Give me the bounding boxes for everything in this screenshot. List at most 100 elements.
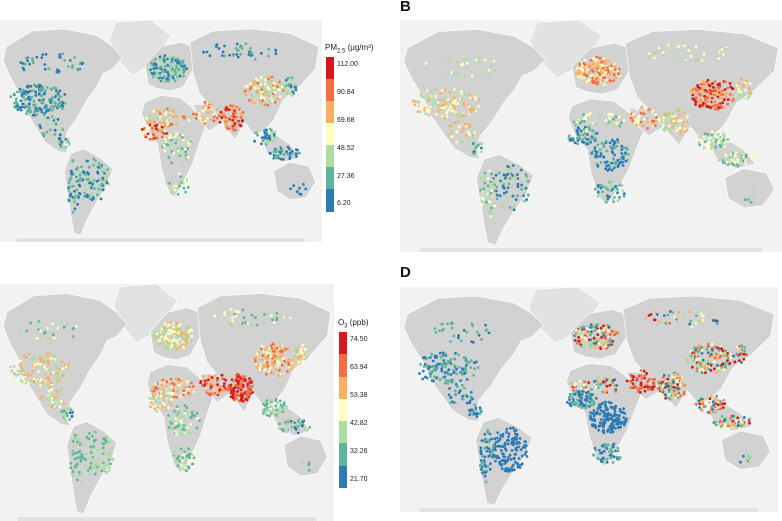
station-point bbox=[738, 356, 741, 359]
station-point bbox=[722, 157, 726, 161]
station-point bbox=[247, 392, 251, 395]
station-point bbox=[590, 330, 593, 334]
station-point bbox=[30, 95, 34, 99]
station-point bbox=[686, 360, 690, 364]
station-point bbox=[61, 52, 64, 56]
station-point bbox=[65, 323, 69, 326]
station-point bbox=[489, 195, 492, 199]
station-point bbox=[298, 192, 302, 196]
station-point bbox=[209, 387, 212, 391]
station-point bbox=[600, 64, 604, 67]
station-point bbox=[714, 352, 718, 356]
station-point bbox=[743, 159, 747, 163]
station-point bbox=[187, 466, 191, 470]
station-point bbox=[103, 176, 107, 180]
station-point bbox=[186, 411, 190, 415]
station-point bbox=[182, 186, 186, 190]
station-point bbox=[598, 383, 602, 387]
station-point bbox=[713, 107, 717, 111]
station-point bbox=[516, 164, 520, 168]
station-point bbox=[156, 116, 160, 119]
station-point bbox=[52, 336, 56, 340]
station-point bbox=[697, 343, 701, 347]
station-point bbox=[253, 139, 256, 143]
station-point bbox=[594, 396, 598, 400]
station-point bbox=[162, 395, 166, 399]
station-point bbox=[71, 474, 75, 478]
station-point bbox=[567, 134, 571, 138]
station-point bbox=[511, 164, 515, 167]
station-point bbox=[583, 398, 587, 402]
station-point bbox=[179, 414, 183, 418]
station-point bbox=[259, 100, 263, 104]
station-point bbox=[157, 109, 161, 113]
station-point bbox=[232, 105, 236, 108]
station-point bbox=[721, 161, 725, 164]
landmass-antarctic bbox=[418, 507, 760, 512]
station-point bbox=[714, 86, 718, 90]
station-point bbox=[209, 383, 213, 387]
station-point bbox=[580, 396, 583, 400]
station-point bbox=[41, 93, 44, 97]
station-point bbox=[597, 342, 601, 345]
station-point bbox=[585, 326, 589, 330]
station-point bbox=[506, 172, 510, 176]
station-point bbox=[484, 480, 488, 484]
station-point bbox=[672, 389, 676, 393]
station-point bbox=[260, 345, 264, 348]
station-point bbox=[584, 385, 587, 389]
station-point bbox=[51, 333, 55, 337]
station-point bbox=[101, 466, 105, 470]
station-point bbox=[475, 330, 479, 334]
station-point bbox=[512, 208, 516, 212]
station-point bbox=[267, 77, 270, 81]
station-point bbox=[587, 381, 590, 385]
station-point bbox=[595, 62, 599, 66]
station-point bbox=[701, 79, 705, 83]
station-point bbox=[639, 374, 642, 377]
station-point bbox=[162, 329, 166, 332]
station-point bbox=[74, 325, 78, 328]
station-point bbox=[440, 367, 444, 371]
station-point bbox=[260, 51, 263, 55]
station-point bbox=[52, 403, 56, 407]
station-point bbox=[92, 431, 96, 435]
station-point bbox=[50, 105, 54, 108]
station-point bbox=[713, 93, 717, 97]
station-point bbox=[573, 393, 577, 396]
station-point bbox=[483, 432, 487, 436]
station-point bbox=[217, 114, 221, 118]
station-point bbox=[299, 347, 303, 351]
station-point bbox=[265, 312, 269, 315]
station-point bbox=[243, 375, 246, 378]
station-point bbox=[508, 177, 512, 180]
station-point bbox=[722, 134, 726, 137]
station-point bbox=[428, 105, 432, 109]
station-point bbox=[175, 321, 179, 325]
world-map-b bbox=[400, 20, 782, 252]
station-point bbox=[683, 56, 687, 60]
station-point bbox=[582, 383, 586, 387]
station-point bbox=[36, 362, 39, 366]
station-point bbox=[631, 119, 635, 122]
station-point bbox=[619, 121, 623, 125]
station-point bbox=[57, 94, 60, 97]
station-point bbox=[710, 355, 714, 359]
station-point bbox=[668, 397, 672, 401]
station-point bbox=[206, 111, 210, 115]
station-point bbox=[189, 432, 193, 435]
station-point bbox=[110, 446, 114, 450]
station-point bbox=[585, 80, 589, 84]
station-point bbox=[500, 204, 503, 208]
station-point bbox=[205, 381, 209, 385]
station-point bbox=[468, 133, 472, 137]
station-point bbox=[442, 104, 446, 107]
station-point bbox=[580, 326, 584, 330]
station-point bbox=[645, 383, 648, 387]
station-point bbox=[146, 132, 150, 136]
station-point bbox=[33, 364, 37, 367]
station-point bbox=[678, 113, 682, 117]
station-point bbox=[713, 367, 716, 371]
station-point bbox=[462, 56, 466, 60]
station-point bbox=[261, 139, 265, 143]
